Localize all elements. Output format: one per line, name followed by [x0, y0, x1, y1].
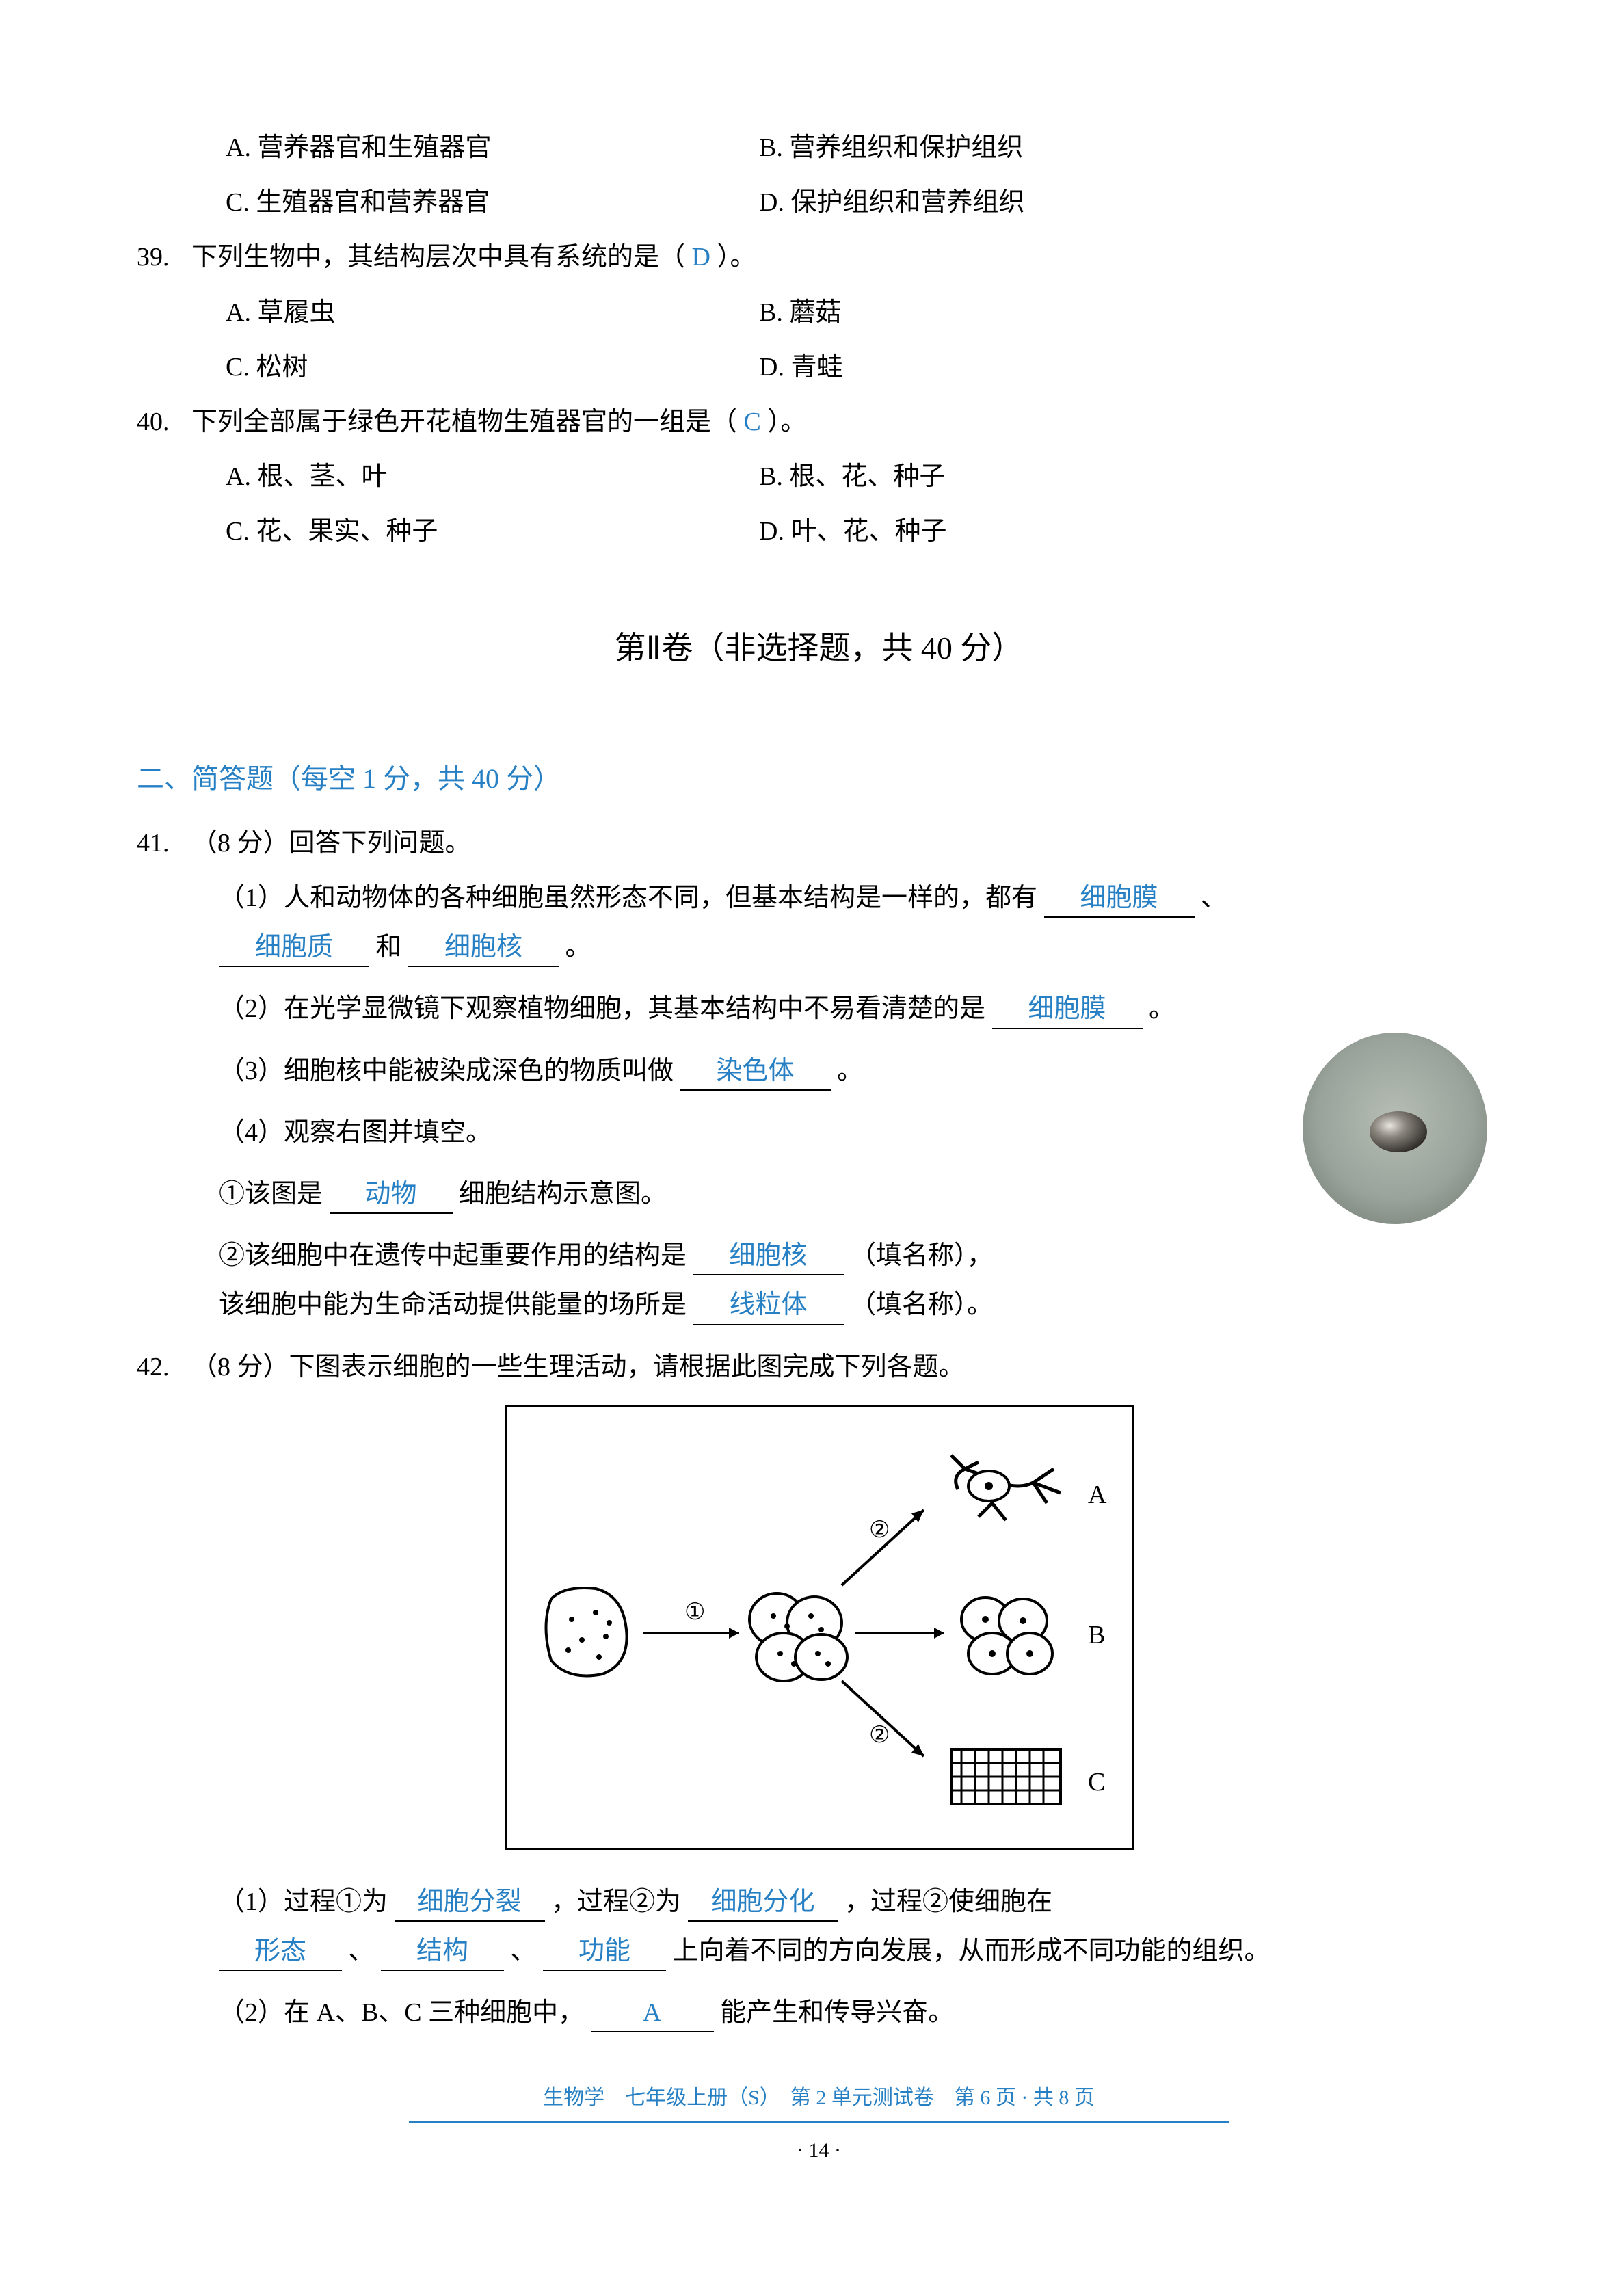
footer-text: 生物学 七年级上册（S） 第 2 单元测试卷 第 6 页 · 共 8 页 — [409, 2078, 1229, 2123]
q41-p4-1-text-b: 细胞结构示意图。 — [459, 1180, 667, 1208]
q41-p1-blank1: 细胞膜 — [1044, 880, 1195, 918]
q41-p4-3-text-a: 该细胞中能为生命活动提供能量的场所是 — [219, 1290, 687, 1319]
q42-part2: （2）在 A、B、C 三种细胞中， A 能产生和传导兴奋。 — [219, 1988, 1501, 2037]
q39-stem-after: ）。 — [717, 243, 756, 271]
q41-p4-1-text-a: ①该图是 — [219, 1169, 323, 1219]
q41-p2-text-b: 。 — [1149, 994, 1175, 1023]
q41-p4-2-text-a: ②该细胞中在遗传中起重要作用的结构是 — [219, 1231, 687, 1280]
q41-p4-2-blank: 细胞核 — [693, 1238, 844, 1275]
q39-option-d: D. 青蛙 — [759, 343, 1501, 392]
q38-option-a: A. 营养器官和生殖器官 — [226, 123, 759, 172]
q42-stem: （8 分）下图表示细胞的一些生理活动，请根据此图完成下列各题。 — [191, 1342, 1501, 1392]
q38-options-row1: A. 营养器官和生殖器官 B. 营养组织和保护组织 — [226, 123, 1501, 172]
q39-option-a: A. 草履虫 — [226, 288, 759, 337]
page-number: · 14 · — [137, 2131, 1501, 2170]
q42-p1-blank5: 功能 — [543, 1933, 666, 1971]
q40-option-d: D. 叶、花、种子 — [759, 507, 1501, 556]
diagram-label-proc2-a: ② — [869, 1517, 890, 1543]
section-2-title: 第Ⅱ卷（非选择题，共 40 分） — [137, 618, 1501, 678]
diagram-label-a: A — [1088, 1481, 1107, 1509]
q41-p4-1-blank: 动物 — [330, 1176, 453, 1214]
q38-option-c: C. 生殖器官和营养器官 — [226, 178, 759, 227]
q41-stem: （8 分）回答下列问题。 — [191, 819, 1501, 868]
q40-stem: 下列全部属于绿色开花植物生殖器官的一组是（ C ）。 — [191, 397, 1501, 447]
q42-p1-text-d: 、 — [349, 1937, 375, 1965]
diagram-label-proc2-b: ② — [869, 1723, 890, 1748]
q40-number: 40. — [137, 397, 191, 447]
q41-part2: （2）在光学显微镜下观察植物细胞，其基本结构中不易看清楚的是 细胞膜 。 — [219, 984, 1501, 1033]
section-2-header: 二、简答题（每空 1 分，共 40 分） — [137, 753, 1501, 805]
diagram-label-c: C — [1088, 1768, 1105, 1797]
q42-p2-text-b: 能产生和传导兴奋。 — [720, 1998, 954, 2027]
q42-p2-blank: A — [591, 1995, 714, 2032]
diagram-label-proc1: ① — [684, 1600, 705, 1625]
q40-stem-after: ）。 — [767, 408, 806, 436]
q41-part4-2: ②该细胞中在遗传中起重要作用的结构是 细胞核 （填名称）， 该细胞中能为生命活动… — [219, 1231, 1501, 1329]
q39-stem: 下列生物中，其结构层次中具有系统的是（ D ）。 — [191, 233, 1501, 282]
q38-options-row2: C. 生殖器官和营养器官 D. 保护组织和营养组织 — [226, 178, 1501, 227]
question-40: 40. 下列全部属于绿色开花植物生殖器官的一组是（ C ）。 A. 根、茎、叶 … — [137, 397, 1501, 557]
q41-p1-text-c: 和 — [376, 933, 402, 962]
q41-p2-text-a: （2）在光学显微镜下观察植物细胞，其基本结构中不易看清楚的是 — [219, 994, 985, 1023]
q38-option-b: B. 营养组织和保护组织 — [759, 123, 1501, 172]
q42-p1-blank4: 结构 — [381, 1933, 504, 1971]
q40-option-c: C. 花、果实、种子 — [226, 507, 759, 556]
q40-stem-before: 下列全部属于绿色开花植物生殖器官的一组是（ — [191, 408, 737, 436]
q39-stem-before: 下列生物中，其结构层次中具有系统的是（ — [191, 243, 685, 271]
q39-option-c: C. 松树 — [226, 343, 759, 392]
q40-option-b: B. 根、花、种子 — [759, 452, 1501, 501]
q41-p1-blank3: 细胞核 — [408, 929, 559, 967]
q42-p1-blank3: 形态 — [219, 1933, 342, 1971]
q39-option-b: B. 蘑菇 — [759, 288, 1501, 337]
q41-p1-text-d: 。 — [565, 933, 591, 962]
q41-p3-text-b: 。 — [837, 1057, 863, 1085]
animal-cell-image — [1296, 1029, 1494, 1228]
cell-process-diagram: ① ② — [507, 1407, 1136, 1852]
q41-p4-2-text-b: （填名称）， — [850, 1241, 993, 1270]
q42-p1-text-b: ，过程②为 — [551, 1887, 681, 1916]
q42-p1-text-c: ，过程②使细胞在 — [844, 1887, 1052, 1916]
q41-p1-blank2: 细胞质 — [219, 929, 369, 967]
q40-option-a: A. 根、茎、叶 — [226, 452, 759, 501]
q41-p3-text-a: （3）细胞核中能被染成深色的物质叫做 — [219, 1057, 674, 1085]
q42-p1-blank2: 细胞分化 — [688, 1884, 838, 1922]
q42-p2-text-a: （2）在 A、B、C 三种细胞中， — [219, 1998, 584, 2027]
q42-p1-text-e: 、 — [511, 1937, 537, 1965]
q40-answer: C — [744, 408, 761, 436]
q42-p1-text-f: 上向着不同的方向发展，从而形成不同功能的组织。 — [673, 1937, 1270, 1965]
q42-number: 42. — [137, 1342, 191, 1392]
q38-option-d: D. 保护组织和营养组织 — [759, 178, 1501, 227]
q42-p1-text-a: （1）过程①为 — [219, 1887, 388, 1916]
question-42: 42. （8 分）下图表示细胞的一些生理活动，请根据此图完成下列各题。 ① — [137, 1342, 1501, 2038]
q41-number: 41. — [137, 819, 191, 868]
q39-answer: D — [692, 243, 710, 271]
q41-p3-blank: 染色体 — [680, 1053, 831, 1091]
q41-part1: （1）人和动物体的各种细胞虽然形态不同，但基本结构是一样的，都有 细胞膜 、 细… — [219, 873, 1501, 972]
diagram-label-b: B — [1088, 1621, 1105, 1649]
q41-p1-text-a: （1）人和动物体的各种细胞虽然形态不同，但基本结构是一样的，都有 — [219, 884, 1037, 912]
q41-p4-3-text-b: （填名称）。 — [850, 1290, 993, 1319]
q42-p1-blank1: 细胞分裂 — [395, 1884, 545, 1922]
q41-p1-text-b: 、 — [1201, 884, 1227, 912]
q42-diagram: ① ② — [505, 1405, 1134, 1850]
q39-number: 39. — [137, 233, 191, 282]
question-39: 39. 下列生物中，其结构层次中具有系统的是（ D ）。 A. 草履虫 B. 蘑… — [137, 233, 1501, 392]
q42-part1: （1）过程①为 细胞分裂 ，过程②为 细胞分化 ，过程②使细胞在 形态 、 结构… — [219, 1877, 1501, 1976]
q41-p2-blank: 细胞膜 — [992, 991, 1143, 1029]
q41-p4-3-blank: 线粒体 — [693, 1287, 844, 1325]
